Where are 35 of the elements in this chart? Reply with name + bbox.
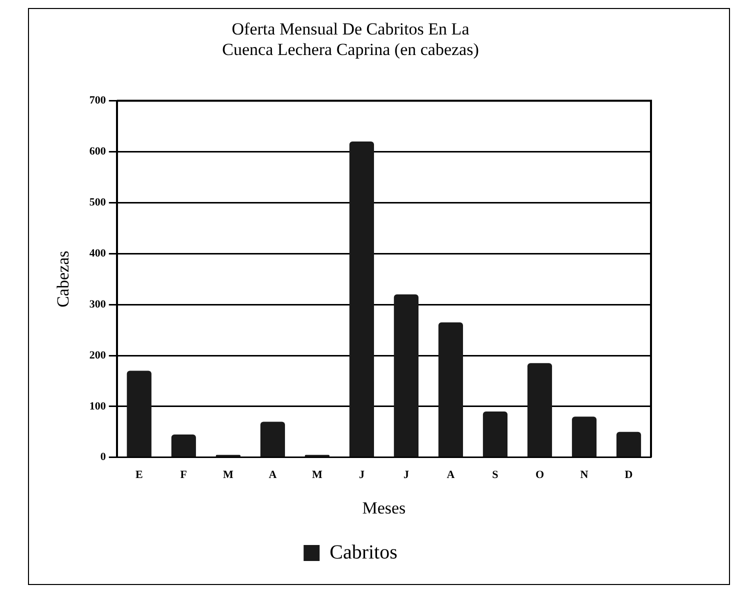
y-tick-label: 0 <box>100 451 106 464</box>
bar <box>260 422 285 457</box>
x-axis-title: Meses <box>362 498 406 518</box>
bar <box>482 412 508 457</box>
x-tick-label: N <box>580 468 588 481</box>
bar <box>527 363 552 457</box>
bar <box>572 416 597 457</box>
text: Cuenca Lechera Caprina (en cabezas) <box>222 40 479 60</box>
y-tick-label: 600 <box>89 146 106 158</box>
bar <box>349 142 374 457</box>
y-tick-label: 300 <box>89 298 106 310</box>
y-tick-label: 200 <box>89 349 106 362</box>
x-tick-label: O <box>535 468 544 481</box>
y-tick-label: 700 <box>89 94 106 107</box>
legend-label: Cabritos <box>330 541 398 564</box>
bar <box>438 322 464 457</box>
y-tick-label: 500 <box>89 196 106 209</box>
y-tick-label: 100 <box>89 400 106 412</box>
x-tick-label: S <box>492 468 498 481</box>
y-axis-title: Cabezas <box>54 250 73 308</box>
y-tick-label: 400 <box>89 247 106 260</box>
x-tick-label: A <box>446 468 455 481</box>
x-tick-label: E <box>135 468 143 481</box>
x-tick-label: A <box>268 468 277 481</box>
bar <box>394 294 418 457</box>
x-tick-label: M <box>222 468 234 481</box>
text: Oferta Mensual De Cabritos En La <box>232 20 470 39</box>
x-tick-label: F <box>180 468 188 481</box>
x-tick-label: D <box>624 468 633 481</box>
x-tick-label: J <box>403 468 410 481</box>
x-tick-label: J <box>358 468 365 481</box>
x-tick-label: M <box>312 468 323 481</box>
bar <box>126 370 152 457</box>
bar <box>171 434 196 457</box>
bar <box>616 432 642 457</box>
